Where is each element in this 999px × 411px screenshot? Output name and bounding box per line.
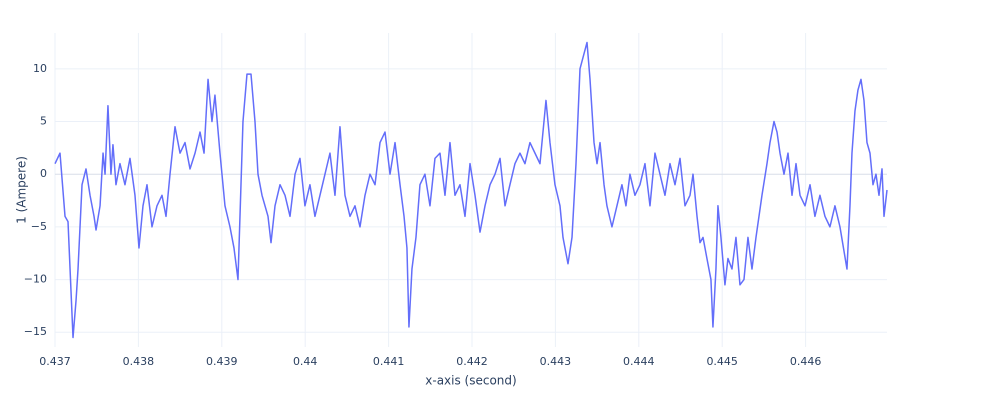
y-axis-label: 1 (Ampere) [15, 156, 29, 224]
x-tick-label: 0.439 [206, 355, 238, 368]
y-tick-label: 5 [40, 115, 47, 128]
x-tick-label: 0.444 [623, 355, 655, 368]
x-axis-label: x-axis (second) [425, 374, 516, 388]
y-tick-label: −15 [24, 325, 47, 338]
y-tick-label: 10 [33, 62, 47, 75]
y-tick-label: −10 [24, 273, 47, 286]
x-tick-label: 0.445 [706, 355, 738, 368]
y-tick-label: −5 [31, 220, 47, 233]
data-line [54, 41, 888, 339]
x-tick-label: 0.442 [456, 355, 488, 368]
x-tick-label: 0.446 [790, 355, 822, 368]
x-tick-label: 0.438 [123, 355, 155, 368]
y-tick-label: 0 [40, 167, 47, 180]
x-tick-label: 0.443 [540, 355, 572, 368]
x-tick-label: 0.441 [373, 355, 405, 368]
x-tick-label: 0.437 [39, 355, 71, 368]
x-tick-label: 0.44 [293, 355, 318, 368]
